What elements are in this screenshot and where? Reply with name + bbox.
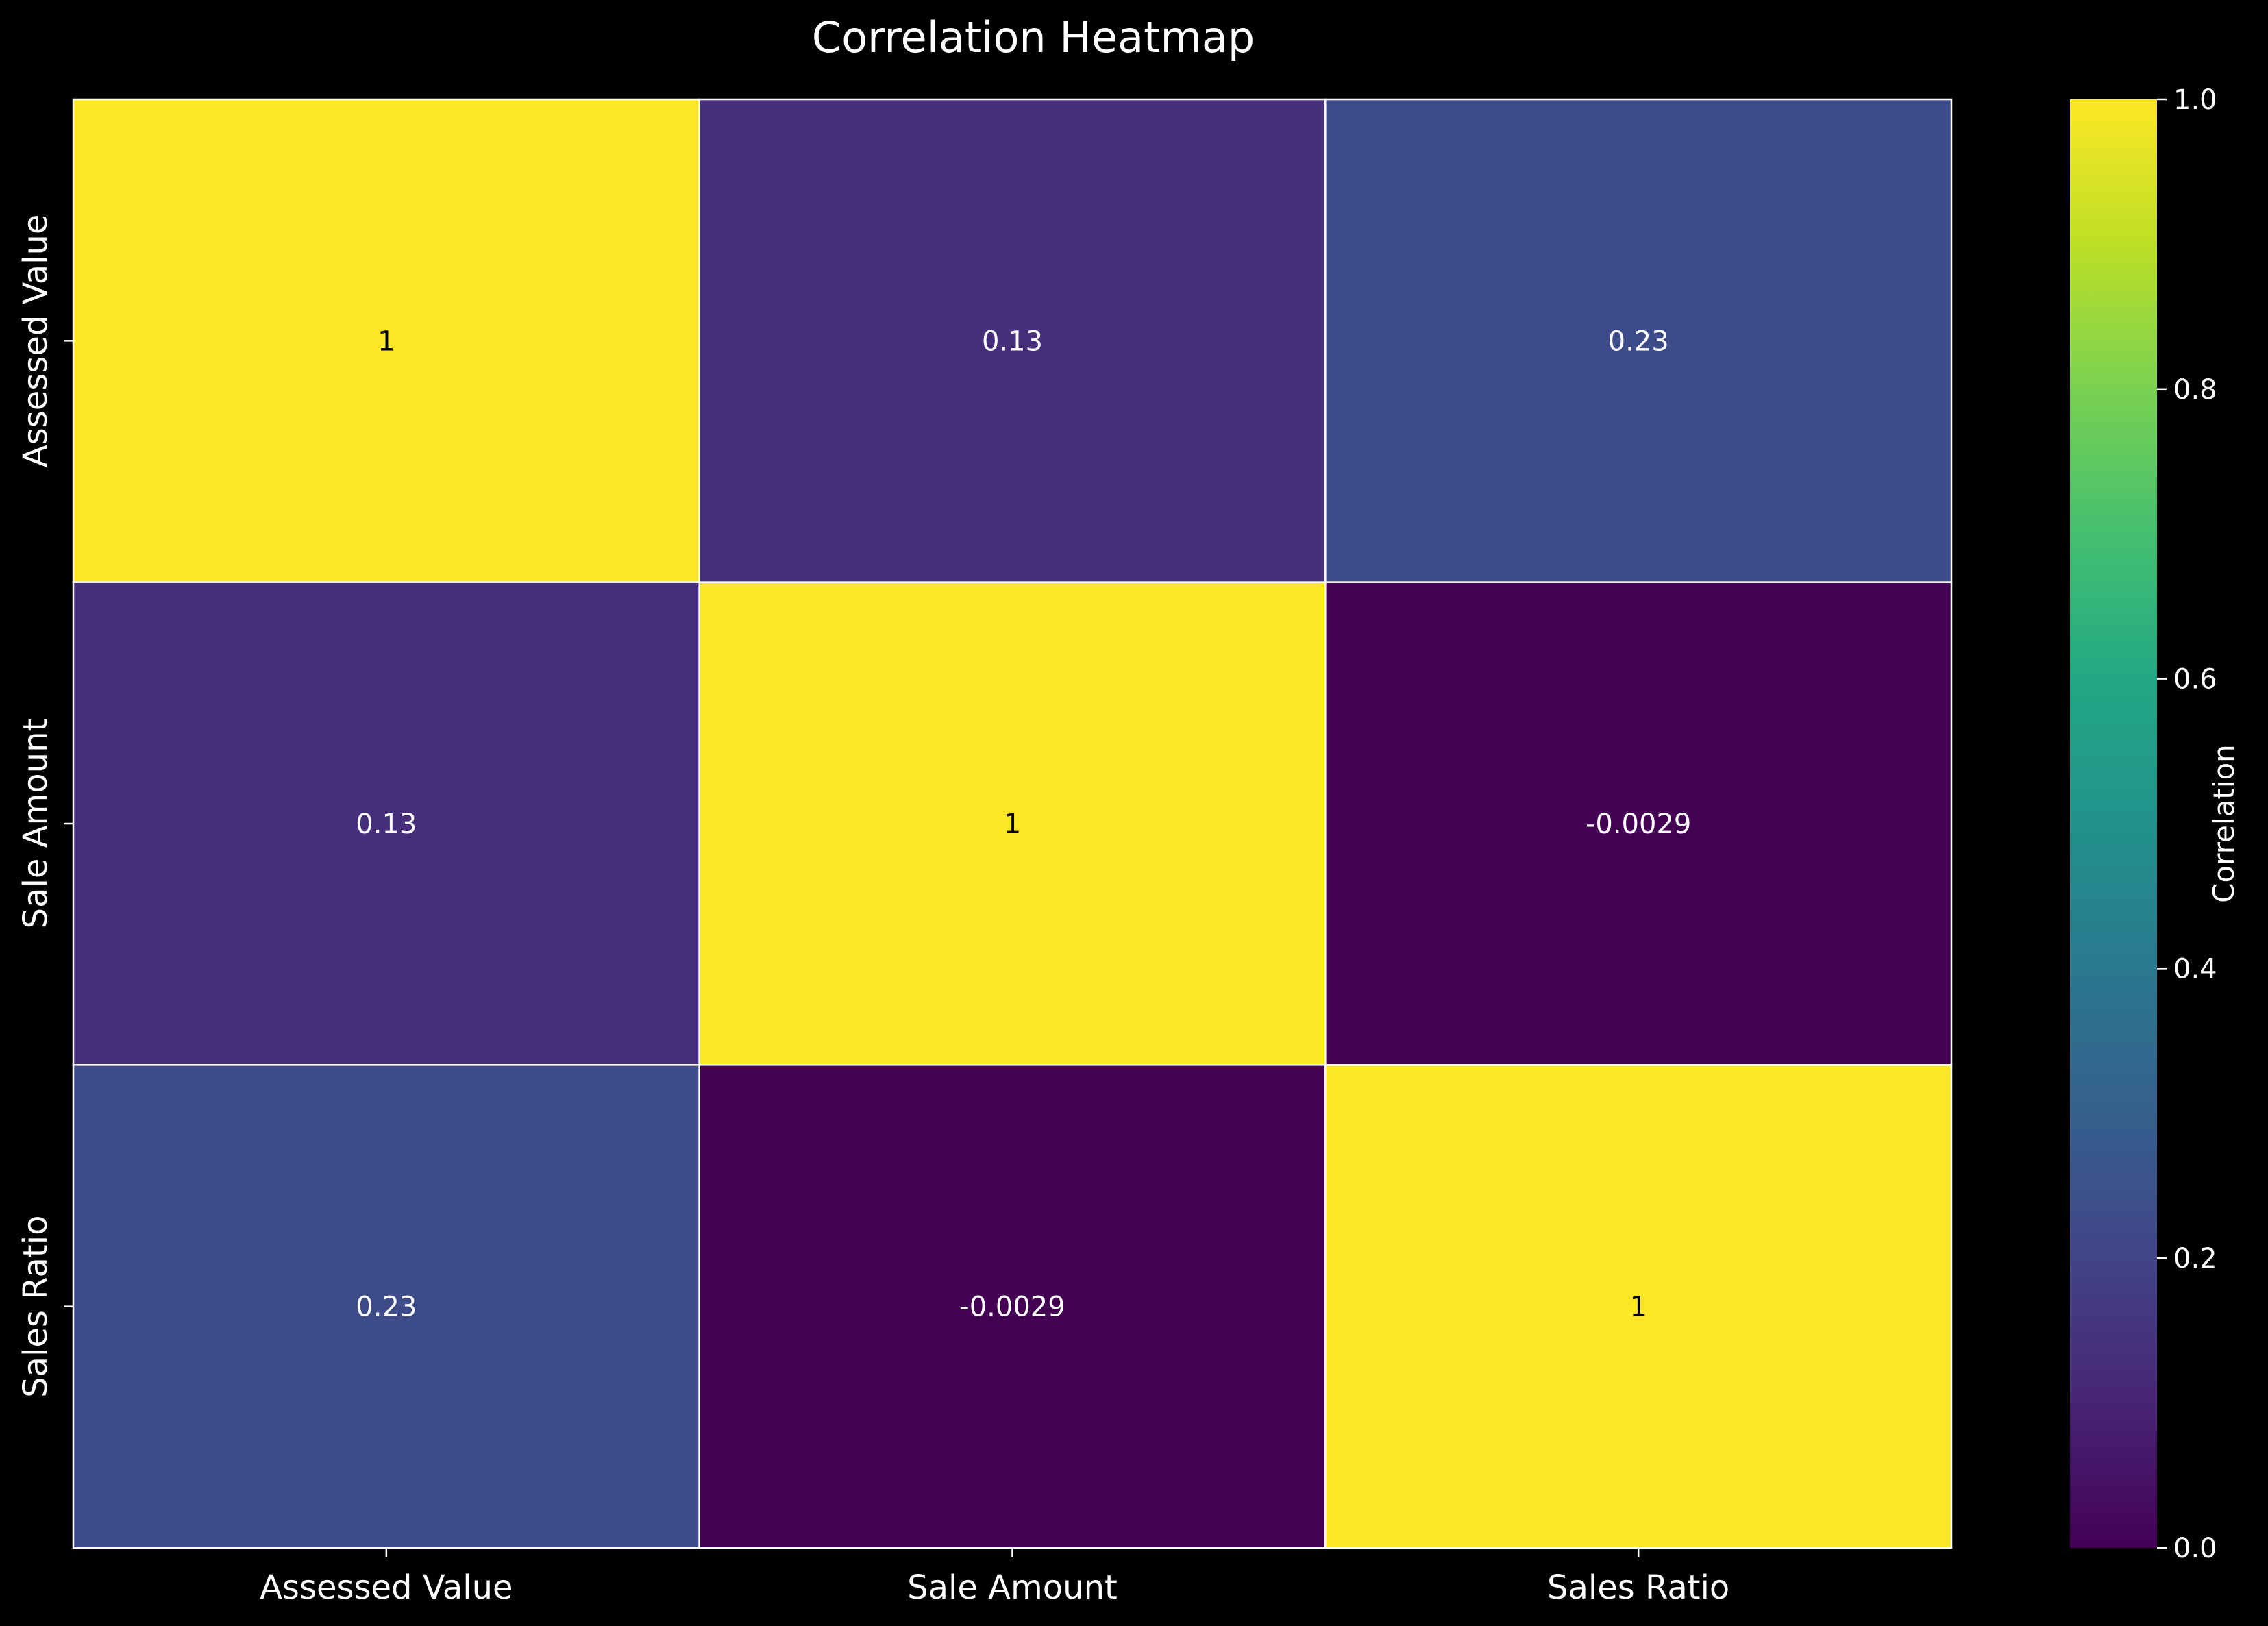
- colorbar-gradient: [2070, 99, 2157, 1548]
- colorbar-tick-label: 0.6: [2173, 664, 2217, 695]
- heatmap-cell: [1324, 581, 1953, 1066]
- x-axis: Assessed Value Sale Amount Sales Ratio: [260, 1548, 1729, 1607]
- heatmap-cell: [72, 581, 700, 1066]
- cell-annotation: 0.23: [356, 1292, 417, 1323]
- x-tick-label: Sale Amount: [907, 1568, 1118, 1607]
- heatmap-cell: [698, 98, 1327, 583]
- heatmap-cell: [1324, 98, 1953, 583]
- heatmap-cell: [698, 581, 1327, 1066]
- cell-annotation: 1: [378, 325, 395, 357]
- y-tick-label: Sale Amount: [16, 719, 55, 929]
- colorbar-tick-label: 0.4: [2173, 953, 2217, 985]
- heatmap-cell: [72, 1064, 700, 1549]
- y-axis: Assessed Value Sale Amount Sales Ratio: [16, 214, 73, 1398]
- cell-annotation: 1: [1004, 809, 1021, 840]
- heatmap-cell: [72, 98, 700, 583]
- cell-annotation: -0.0029: [1586, 809, 1691, 840]
- heatmap-cell: [698, 1064, 1327, 1549]
- colorbar-tick-label: 0.2: [2173, 1243, 2217, 1274]
- x-tick-label: Sales Ratio: [1547, 1568, 1729, 1607]
- cell-annotation: 0.13: [356, 809, 417, 840]
- colorbar: 0.0 0.2 0.4 0.6 0.8 1.0 Correlation: [2070, 84, 2241, 1564]
- colorbar-tick-label: 0.0: [2173, 1533, 2217, 1564]
- y-tick-label: Assessed Value: [16, 214, 55, 467]
- cell-annotation: -0.0029: [959, 1292, 1065, 1323]
- cell-annotation: 0.13: [982, 325, 1043, 357]
- chart-title: Correlation Heatmap: [812, 12, 1255, 62]
- y-tick-label: Sales Ratio: [16, 1216, 55, 1398]
- colorbar-tick-label: 1.0: [2173, 84, 2217, 116]
- colorbar-tick-label: 0.8: [2173, 374, 2217, 406]
- cell-annotation: 1: [1629, 1292, 1647, 1323]
- cell-annotations: 1 0.13 0.23 0.13 1 -0.0029 0.23 -0.0029 1: [356, 325, 1691, 1322]
- x-tick-label: Assessed Value: [260, 1568, 513, 1607]
- colorbar-label: Correlation: [2207, 744, 2241, 903]
- cell-annotation: 0.23: [1608, 325, 1669, 357]
- heatmap-cells: [72, 98, 1953, 1549]
